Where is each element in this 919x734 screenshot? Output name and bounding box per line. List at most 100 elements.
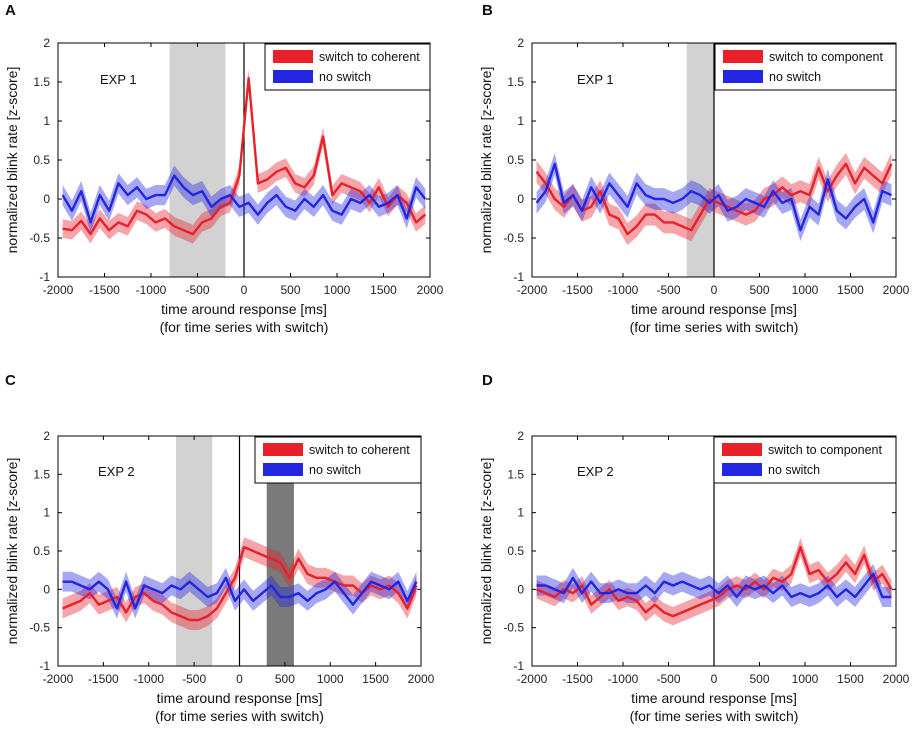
switch-error-band	[62, 68, 426, 244]
shaded-region	[169, 43, 226, 277]
switch-error-band	[62, 537, 417, 630]
y-tick-label: 0.5	[507, 153, 524, 167]
x-tick-label: 0	[236, 672, 243, 686]
legend-swatch	[723, 50, 763, 63]
y-tick-label: 0	[43, 192, 50, 206]
x-tick-label: 2000	[417, 283, 444, 297]
y-tick-label: 2	[43, 36, 50, 50]
no-switch-series-line	[62, 576, 418, 610]
x-tick-label: 1500	[370, 283, 397, 297]
x-tick-label: -1500	[88, 672, 119, 686]
y-axis-label: normalized blink rate [z-score]	[478, 67, 494, 254]
x-tick-label: -1000	[608, 283, 639, 297]
x-tick-label: 0	[711, 672, 718, 686]
switch-series-line	[536, 545, 893, 618]
y-tick-label: 0.5	[507, 544, 524, 558]
x-tick-label: -500	[185, 283, 209, 297]
x-tick-label: 1000	[317, 672, 344, 686]
panel-a: A -2000 -1500 -1000 -500 0 500 1000 1500 2000 -1 -0…	[4, 2, 444, 335]
x-axis-label: time around response [ms]	[161, 301, 327, 317]
y-tick-label: 0	[43, 582, 50, 596]
panel-b: B -2000 -1500 -1000 -500 0 500 1000 1500 2000 -1 -0…	[478, 2, 910, 335]
x-axis-label: time around response [ms]	[631, 690, 797, 706]
legend-label: no switch	[319, 70, 371, 84]
legend-label: switch to coherent	[319, 50, 420, 64]
panel-c: C -2000 -1500 -1000 -500 0 500 1000 1500 2000 -1 -0…	[4, 372, 435, 724]
x-tick-label: -500	[182, 672, 206, 686]
y-tick-label: -1	[513, 659, 524, 673]
y-tick-label: 1	[517, 114, 524, 128]
shaded-region	[175, 436, 213, 666]
x-axis-sublabel: (for time series with switch)	[160, 319, 329, 335]
x-tick-label: 500	[749, 672, 769, 686]
y-tick-label: 1.5	[33, 75, 50, 89]
legend-label: no switch	[769, 70, 821, 84]
switch-series-line	[62, 545, 418, 622]
x-tick-label: -2000	[43, 283, 74, 297]
x-tick-label: 1500	[837, 283, 864, 297]
x-tick-label: 2000	[408, 672, 435, 686]
panels-group: A-2000 -1500 -1000 -500 0 500 1000 1500 2000-1-0…	[4, 2, 910, 724]
legend-swatch	[273, 70, 313, 83]
y-tick-label: 1.5	[507, 75, 524, 89]
x-tick-label: 500	[280, 283, 300, 297]
x-tick-label: -2000	[43, 672, 74, 686]
legend-label: no switch	[309, 463, 361, 477]
y-tick-label: 1	[43, 114, 50, 128]
x-axis-sublabel: (for time series with switch)	[155, 708, 324, 724]
y-tick-label: 2	[517, 36, 524, 50]
legend-swatch	[723, 70, 763, 83]
experiment-label: EXP 1	[100, 72, 137, 87]
legend-label: switch to component	[768, 443, 882, 457]
x-tick-label: 500	[749, 283, 769, 297]
y-tick-label: 1	[43, 506, 50, 520]
no-switch-error-band	[536, 152, 892, 242]
y-tick-label: -1	[39, 270, 50, 284]
switch-error-band	[536, 537, 892, 626]
x-tick-label: -1500	[562, 283, 593, 297]
y-tick-label: 0.5	[33, 544, 50, 558]
no-switch-error-band	[536, 564, 892, 607]
y-tick-label: 1	[517, 506, 524, 520]
experiment-label: EXP 2	[98, 464, 135, 479]
x-tick-label: -2000	[517, 672, 548, 686]
x-tick-label: -1000	[136, 283, 167, 297]
x-tick-label: 1000	[324, 283, 351, 297]
x-tick-label: -500	[656, 672, 680, 686]
y-tick-label: 0	[517, 582, 524, 596]
no-switch-series-line	[536, 572, 892, 599]
y-tick-label: 1.5	[507, 467, 524, 481]
panel-letter: A	[5, 2, 16, 19]
x-tick-label: -1000	[608, 672, 639, 686]
y-tick-label: 0.5	[33, 153, 50, 167]
y-tick-label: -1	[39, 659, 50, 673]
no-switch-error-band	[62, 165, 426, 233]
x-tick-label: -2000	[517, 283, 548, 297]
y-axis-label: normalized blink rate [z-score]	[4, 67, 20, 254]
experiment-label: EXP 2	[577, 464, 614, 479]
x-axis-sublabel: (for time series with switch)	[630, 708, 799, 724]
switch-series-line	[62, 76, 427, 236]
x-tick-label: -1500	[562, 672, 593, 686]
x-tick-label: -500	[656, 283, 680, 297]
experiment-label: EXP 1	[577, 72, 614, 87]
panel-letter: C	[5, 372, 16, 389]
x-tick-label: 0	[711, 283, 718, 297]
legend-swatch	[273, 50, 313, 63]
x-tick-label: 2000	[883, 283, 910, 297]
x-tick-label: -1000	[133, 672, 164, 686]
shaded-region	[686, 43, 714, 277]
x-axis-label: time around response [ms]	[157, 690, 323, 706]
y-tick-label: -0.5	[29, 621, 50, 635]
no-switch-series-line	[535, 162, 892, 232]
panel-d: D -2000 -1500 -1000 -500 0 500 1000 1500 2000 -1 -0…	[478, 372, 910, 724]
y-tick-label: 2	[517, 429, 524, 443]
y-tick-label: -1	[513, 270, 524, 284]
x-tick-label: 1000	[792, 283, 819, 297]
y-axis-label: normalized blink rate [z-score]	[478, 458, 494, 645]
legend-label: switch to coherent	[309, 443, 410, 457]
no-switch-series-line	[61, 174, 427, 224]
y-tick-label: -0.5	[503, 231, 524, 245]
panel-letter: B	[482, 2, 493, 19]
